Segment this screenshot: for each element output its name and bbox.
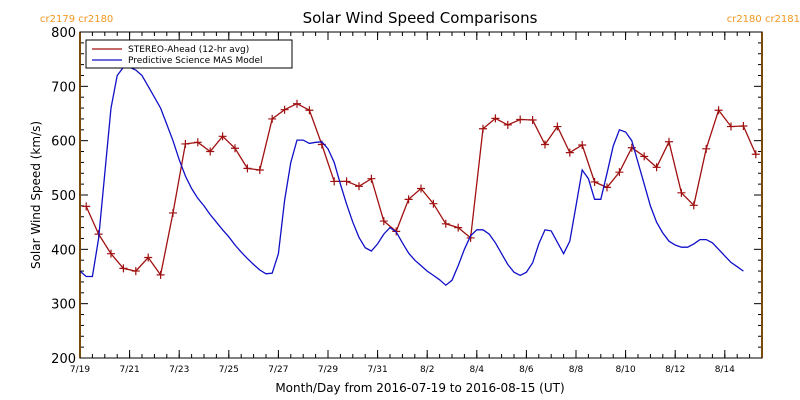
y-tick-label: 700 (51, 80, 76, 95)
data-point-marker (714, 106, 723, 115)
carrington-label: cr2180 cr2181 (727, 14, 800, 25)
data-point-marker (181, 139, 190, 148)
data-point-marker (541, 140, 549, 149)
x-tick-label: 8/10 (615, 365, 635, 375)
plot-area: 200 300 400 500 600 700 800 7/19 7/21 7/23 7/25 7/2… (40, 14, 800, 375)
chart-title: Solar Wind Speed Comparisons (303, 9, 538, 27)
data-point-marker (82, 202, 91, 211)
y-tick-label: 400 (51, 243, 76, 258)
data-point-marker (429, 199, 438, 208)
data-point-marker (379, 217, 388, 226)
data-point-marker (193, 138, 202, 147)
x-tick-label: 8/2 (420, 365, 434, 375)
legend-label: STEREO-Ahead (12-hr avg) (128, 45, 249, 55)
carrington-label: cr2179 cr2180 (40, 14, 113, 25)
data-point-marker (280, 105, 289, 114)
x-tick-label: 7/29 (318, 365, 338, 375)
data-point-marker (107, 249, 115, 258)
data-point-marker (615, 168, 624, 177)
data-point-marker (640, 152, 649, 161)
data-point-marker (367, 174, 376, 183)
y-axis-label: Solar Wind Speed (km/s) (29, 121, 43, 269)
data-point-marker (404, 195, 413, 204)
data-point-marker (677, 188, 686, 197)
data-point-marker (119, 264, 128, 273)
data-point-marker (231, 144, 239, 153)
data-point-marker (516, 115, 525, 124)
x-tick-label: 8/12 (665, 365, 685, 375)
data-point-marker (491, 114, 500, 123)
data-point-marker (565, 148, 574, 157)
y-tick-label: 200 (51, 352, 76, 367)
y-tick-label: 500 (51, 189, 76, 204)
legend-label: Predictive Science MAS Model (128, 56, 263, 66)
x-tick-label: 7/31 (367, 365, 387, 375)
data-point-marker (330, 177, 339, 186)
data-point-marker (218, 132, 227, 141)
data-point-marker (144, 253, 153, 262)
y-tick-label: 600 (51, 135, 76, 150)
data-point-marker (268, 114, 277, 123)
data-point-marker (702, 144, 711, 153)
x-tick-label: 8/4 (470, 365, 485, 375)
data-point-marker (342, 177, 351, 186)
data-point-marker (454, 223, 463, 232)
data-point-marker (243, 164, 252, 173)
x-axis-label: Month/Day from 2016-07-19 to 2016-08-15 … (275, 381, 564, 395)
data-point-marker (479, 124, 487, 133)
x-tick-label: 7/19 (70, 365, 90, 375)
data-point-marker (528, 116, 537, 125)
data-point-marker (652, 163, 661, 172)
x-tick-label: 7/27 (268, 365, 288, 375)
data-point-marker (255, 166, 264, 175)
x-tick-label: 7/23 (169, 365, 189, 375)
data-point-marker (553, 122, 562, 131)
x-tick-label: 7/25 (219, 365, 239, 375)
data-point-marker (665, 137, 673, 146)
data-point-marker (727, 122, 735, 131)
data-point-marker (293, 99, 301, 108)
data-point-marker (739, 121, 748, 130)
plot-frame (79, 31, 763, 359)
y-tick-label: 800 (51, 26, 76, 41)
data-point-marker (689, 201, 698, 210)
legend-box (85, 39, 293, 69)
x-tick-label: 7/21 (119, 365, 139, 375)
data-point-marker (417, 184, 425, 193)
series-line-2 (79, 66, 744, 287)
data-point-marker (441, 219, 450, 228)
data-point-marker (578, 141, 587, 150)
data-point-marker (169, 208, 177, 217)
x-tick-label: 8/6 (519, 365, 534, 375)
x-tick-label: 8/14 (715, 365, 735, 375)
data-point-marker (305, 106, 314, 115)
data-point-marker (131, 267, 140, 276)
y-tick-label: 300 (51, 298, 76, 313)
data-point-marker (603, 183, 611, 192)
data-point-marker (503, 120, 512, 129)
x-tick-label: 8/8 (569, 365, 584, 375)
data-point-marker (590, 177, 599, 186)
data-point-marker (206, 147, 215, 156)
data-point-marker (751, 150, 760, 159)
data-point-marker (355, 182, 363, 191)
data-point-marker (156, 270, 165, 279)
